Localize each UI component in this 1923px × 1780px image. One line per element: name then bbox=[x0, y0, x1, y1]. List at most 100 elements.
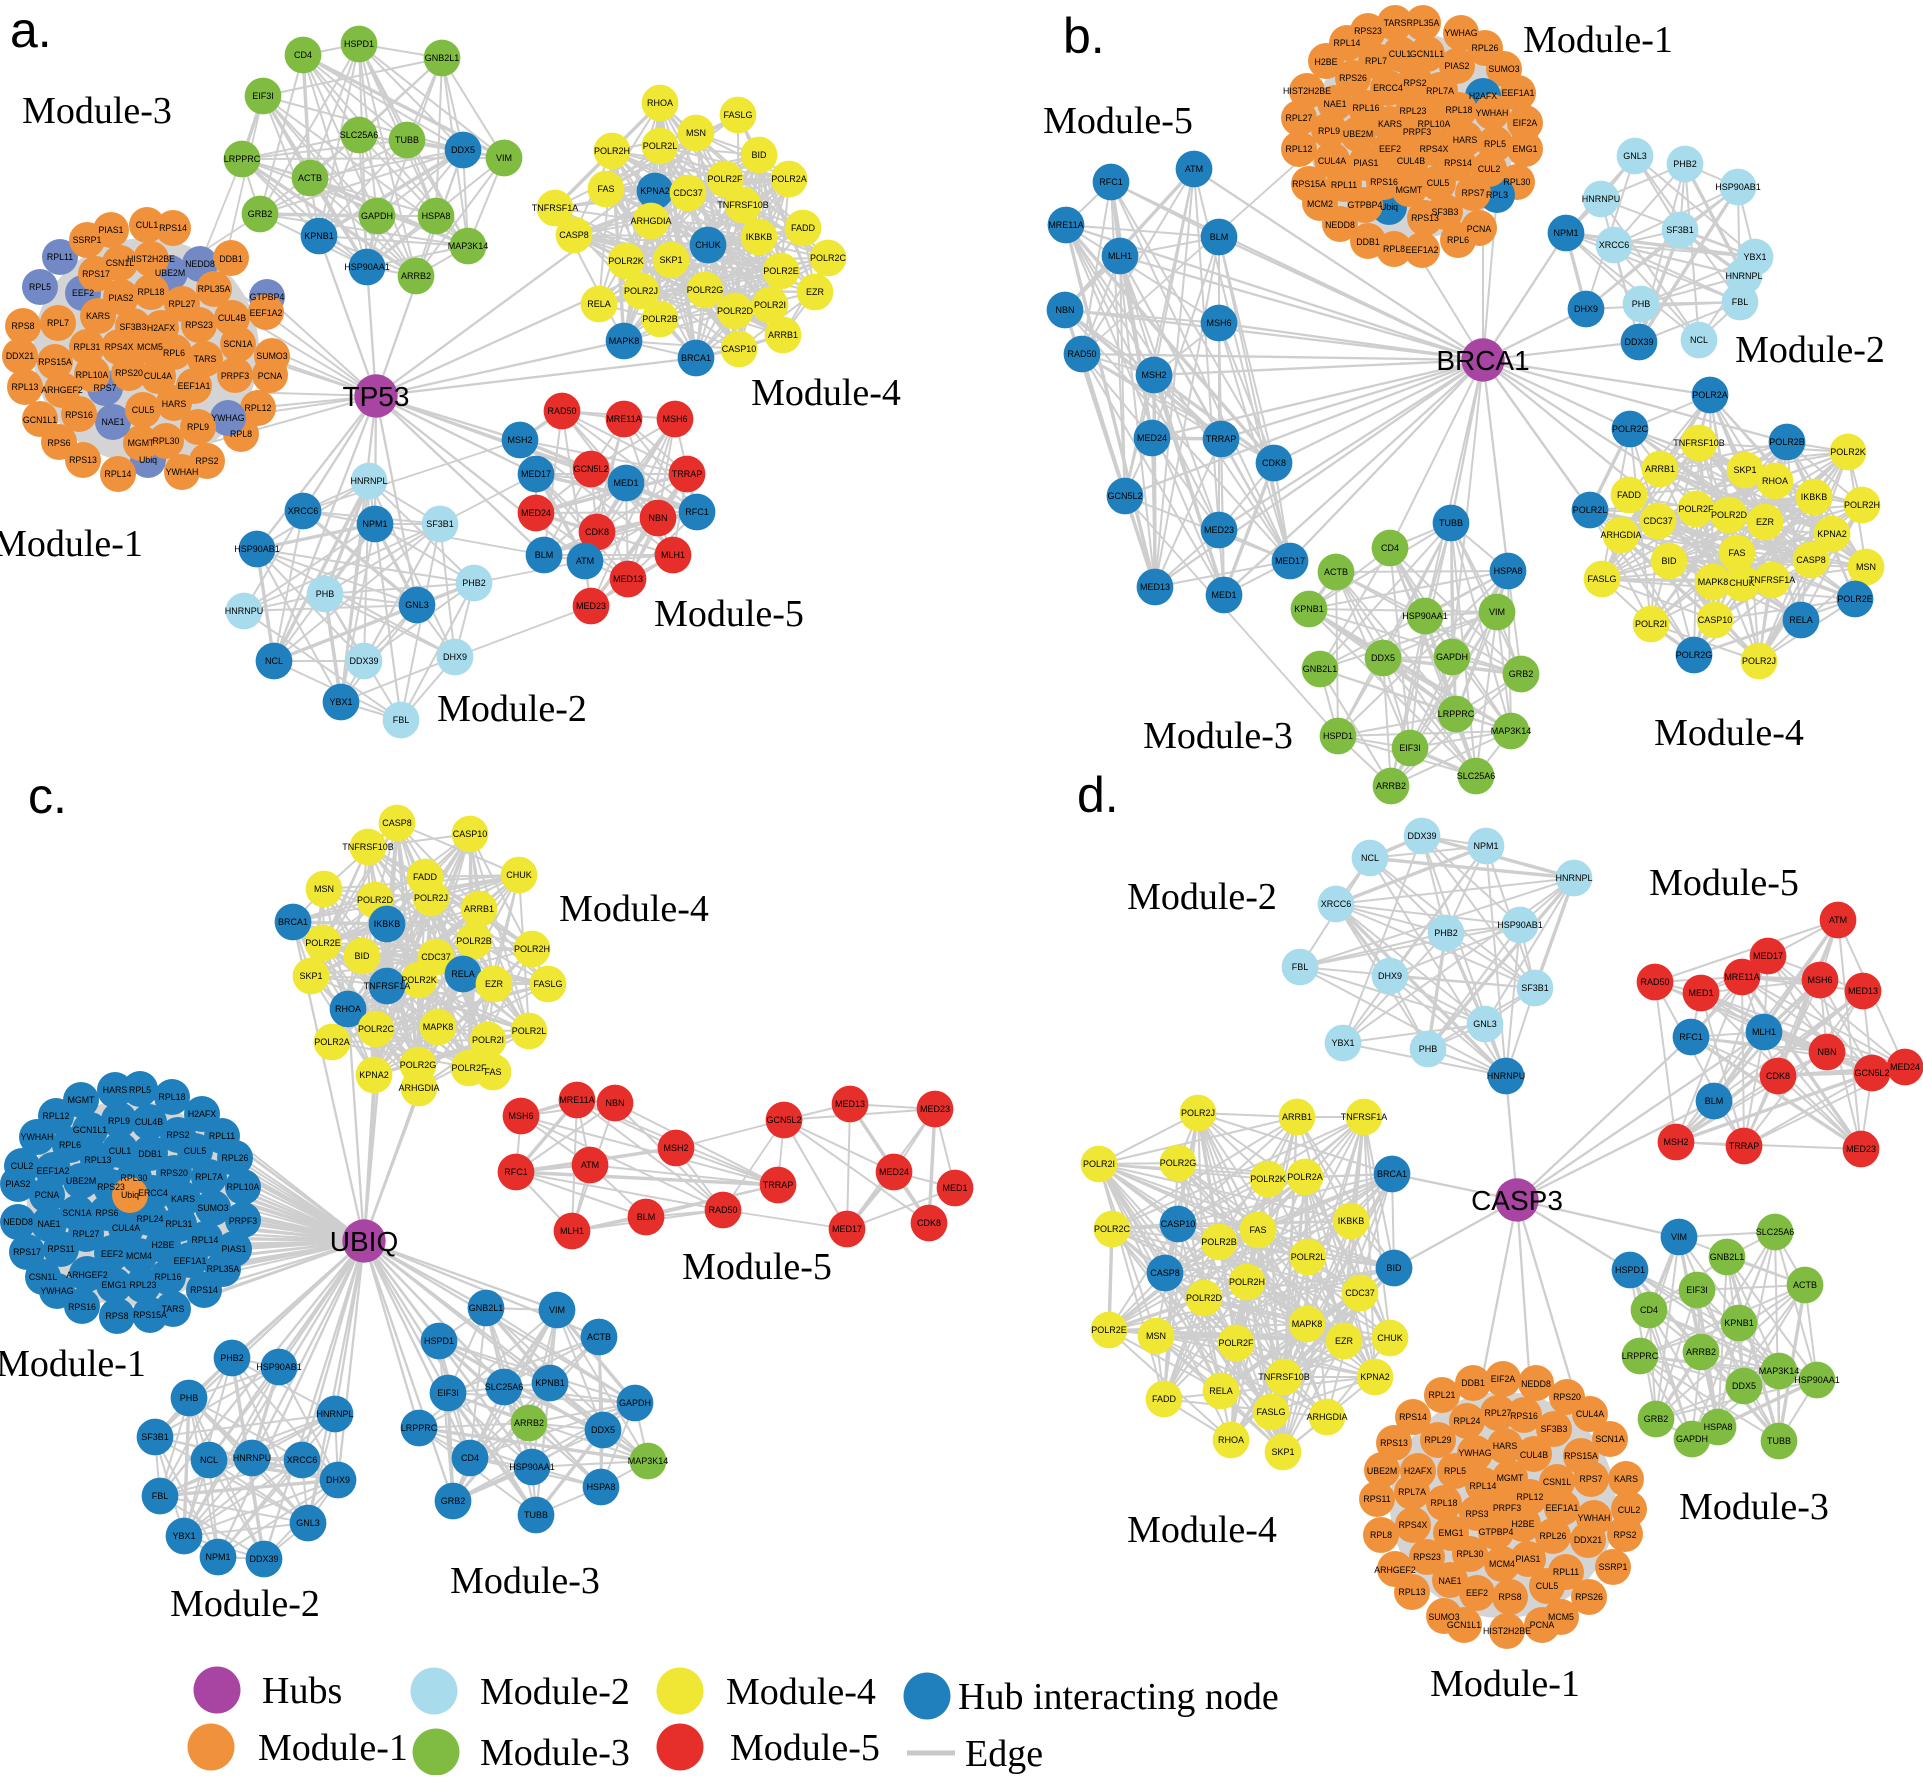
svg-text:RPS23: RPS23 bbox=[185, 320, 213, 330]
svg-text:MAPK8: MAPK8 bbox=[1698, 577, 1729, 587]
svg-text:H2BE: H2BE bbox=[1315, 57, 1338, 67]
svg-text:YBX1: YBX1 bbox=[329, 697, 352, 707]
svg-text:ATM: ATM bbox=[1829, 915, 1847, 925]
svg-text:PIAS2: PIAS2 bbox=[6, 1179, 31, 1189]
svg-text:MED17: MED17 bbox=[1753, 951, 1783, 961]
svg-text:DDX39: DDX39 bbox=[1407, 831, 1436, 841]
svg-text:GTPBP4: GTPBP4 bbox=[1348, 200, 1383, 210]
svg-text:HSP90AA1: HSP90AA1 bbox=[509, 1462, 555, 1472]
svg-text:GCN1L1: GCN1L1 bbox=[1447, 1620, 1481, 1630]
svg-text:CDC37: CDC37 bbox=[421, 952, 451, 962]
svg-text:TUBB: TUBB bbox=[1767, 1436, 1791, 1446]
svg-text:Module-4: Module-4 bbox=[1654, 712, 1804, 754]
svg-text:GAPDH: GAPDH bbox=[619, 1398, 651, 1408]
svg-text:LRPPRC: LRPPRC bbox=[401, 1423, 438, 1433]
svg-text:ACTB: ACTB bbox=[1324, 567, 1348, 577]
svg-text:KARS: KARS bbox=[86, 311, 110, 321]
svg-text:RPS20: RPS20 bbox=[160, 1168, 188, 1178]
svg-text:POLR2K: POLR2K bbox=[1830, 447, 1866, 457]
svg-text:POLR2E: POLR2E bbox=[1837, 594, 1873, 604]
svg-text:RPL27: RPL27 bbox=[1286, 113, 1313, 123]
svg-text:RPL26: RPL26 bbox=[1540, 1531, 1567, 1541]
svg-text:ARRB2: ARRB2 bbox=[514, 1418, 544, 1428]
svg-text:ARHGEF2: ARHGEF2 bbox=[66, 1270, 108, 1280]
svg-text:CUL4A: CUL4A bbox=[144, 371, 172, 381]
svg-text:DHX9: DHX9 bbox=[1378, 971, 1402, 981]
svg-text:SUMO3: SUMO3 bbox=[1488, 64, 1519, 74]
svg-text:POLR2G: POLR2G bbox=[1160, 1158, 1197, 1168]
svg-text:NAE1: NAE1 bbox=[1439, 1576, 1462, 1586]
svg-text:LRPPRC: LRPPRC bbox=[1622, 1351, 1659, 1361]
svg-text:CASP8: CASP8 bbox=[1796, 555, 1826, 565]
svg-text:RPL5: RPL5 bbox=[29, 282, 51, 292]
svg-text:BID: BID bbox=[1386, 1263, 1402, 1273]
svg-text:KPNA2: KPNA2 bbox=[359, 1070, 389, 1080]
svg-text:RPS7: RPS7 bbox=[94, 383, 117, 393]
svg-text:SUMO3: SUMO3 bbox=[1428, 1612, 1459, 1622]
svg-text:CASP8: CASP8 bbox=[1150, 1268, 1180, 1278]
svg-text:CDK8: CDK8 bbox=[1766, 1071, 1790, 1081]
svg-text:POLR2F: POLR2F bbox=[1218, 1338, 1254, 1348]
svg-text:TRRAP: TRRAP bbox=[1729, 1141, 1760, 1151]
svg-text:EEF2: EEF2 bbox=[101, 1249, 123, 1259]
svg-text:TARS: TARS bbox=[1384, 18, 1407, 28]
svg-text:RPL7A: RPL7A bbox=[195, 1172, 223, 1182]
svg-text:TARS: TARS bbox=[194, 354, 217, 364]
svg-text:DDX5: DDX5 bbox=[1732, 1381, 1756, 1391]
svg-text:XRCC6: XRCC6 bbox=[1321, 899, 1352, 909]
svg-text:POLR2C: POLR2C bbox=[1094, 1224, 1131, 1234]
svg-text:RPS16: RPS16 bbox=[1370, 177, 1398, 187]
svg-text:Module-1: Module-1 bbox=[1523, 19, 1673, 61]
svg-text:RPS14: RPS14 bbox=[1444, 158, 1472, 168]
svg-text:CUL4B: CUL4B bbox=[1397, 156, 1425, 166]
svg-text:RPL31: RPL31 bbox=[74, 342, 101, 352]
svg-text:RPL6: RPL6 bbox=[1447, 235, 1469, 245]
svg-text:MLH1: MLH1 bbox=[661, 550, 685, 560]
svg-text:RPS11: RPS11 bbox=[1363, 1494, 1390, 1504]
svg-text:HARS: HARS bbox=[103, 1085, 128, 1095]
svg-text:Module-5: Module-5 bbox=[1043, 100, 1193, 142]
svg-text:YWHAG: YWHAG bbox=[211, 413, 244, 423]
svg-text:RPL23: RPL23 bbox=[130, 1280, 157, 1290]
svg-text:IKBKB: IKBKB bbox=[1801, 492, 1828, 502]
svg-text:POLR2B: POLR2B bbox=[1769, 437, 1805, 447]
svg-text:ARRB2: ARRB2 bbox=[401, 271, 431, 281]
svg-text:MED13: MED13 bbox=[1140, 582, 1170, 592]
svg-text:ATM: ATM bbox=[581, 1160, 599, 1170]
svg-text:SF3B3: SF3B3 bbox=[1432, 207, 1459, 217]
svg-text:XRCC6: XRCC6 bbox=[1599, 240, 1630, 250]
svg-text:PIAS2: PIAS2 bbox=[1445, 61, 1470, 71]
svg-text:SUMO3: SUMO3 bbox=[197, 1203, 228, 1213]
svg-text:CDC37: CDC37 bbox=[1345, 1288, 1375, 1298]
svg-text:RPS13: RPS13 bbox=[1411, 213, 1439, 223]
svg-text:RPL14: RPL14 bbox=[1334, 38, 1361, 48]
svg-text:DHX9: DHX9 bbox=[326, 1475, 350, 1485]
svg-text:RPL7A: RPL7A bbox=[1398, 1487, 1426, 1497]
svg-text:CDK8: CDK8 bbox=[1262, 458, 1286, 468]
svg-text:Module-4: Module-4 bbox=[1127, 1509, 1277, 1551]
svg-text:RPS6: RPS6 bbox=[96, 1208, 119, 1218]
svg-text:TRRAP: TRRAP bbox=[763, 1180, 794, 1190]
svg-text:ARRB1: ARRB1 bbox=[464, 904, 494, 914]
svg-text:PHB: PHB bbox=[1632, 299, 1651, 309]
svg-text:MCM2: MCM2 bbox=[1307, 199, 1333, 209]
svg-text:HNRNPU: HNRNPU bbox=[233, 1453, 272, 1463]
svg-text:RPL35A: RPL35A bbox=[207, 1264, 240, 1274]
svg-text:RAD50: RAD50 bbox=[547, 406, 576, 416]
svg-text:CUL2: CUL2 bbox=[1618, 1505, 1641, 1515]
svg-text:EMG1: EMG1 bbox=[102, 1280, 127, 1290]
svg-text:CUL5: CUL5 bbox=[184, 1146, 207, 1156]
svg-text:RPL14: RPL14 bbox=[1470, 1481, 1497, 1491]
svg-text:YWHAG: YWHAG bbox=[1444, 28, 1477, 38]
svg-text:RHOA: RHOA bbox=[647, 98, 673, 108]
svg-text:RPS26: RPS26 bbox=[1339, 73, 1367, 83]
svg-text:CDC37: CDC37 bbox=[1643, 516, 1673, 526]
svg-text:TRRAP: TRRAP bbox=[672, 469, 703, 479]
svg-text:CASP8: CASP8 bbox=[382, 818, 412, 828]
svg-text:NCL: NCL bbox=[200, 1455, 218, 1465]
svg-text:MGMT: MGMT bbox=[1497, 1473, 1524, 1483]
svg-text:NPM1: NPM1 bbox=[205, 1552, 230, 1562]
svg-text:YWHAH: YWHAH bbox=[166, 467, 199, 477]
svg-text:POLR2G: POLR2G bbox=[400, 1060, 437, 1070]
svg-text:RELA: RELA bbox=[1209, 1386, 1233, 1396]
